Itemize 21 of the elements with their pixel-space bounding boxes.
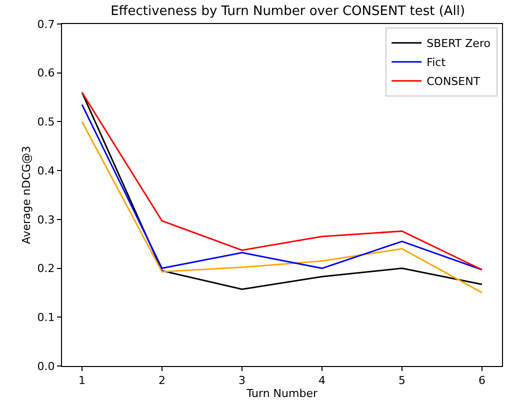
x-axis-title: Turn Number [245,387,318,400]
y-tick-label: 0.0 [37,360,55,373]
chart-title: Effectiveness by Turn Number over CONSENT test (All) [110,4,466,20]
x-tick-label: 4 [318,374,326,388]
x-tick-label: 6 [478,374,486,388]
y-tick-label: 0.7 [37,18,55,31]
y-tick-label: 0.4 [37,164,55,178]
x-tick-label: 3 [238,374,246,388]
legend-label: SBERT Zero [426,37,491,50]
y-tick-label: 0.3 [37,213,55,226]
y-tick-label: 0.1 [37,310,55,324]
legend-label: CONSENT [426,75,480,88]
legend-label: Fict [426,56,446,70]
y-tick-label: 0.5 [37,116,55,129]
line-series [81,120,483,294]
y-tick-label: 0.6 [37,66,55,80]
x-tick-label: 2 [158,374,166,388]
x-tick-label: 1 [78,374,86,388]
y-tick-label: 0.2 [37,262,55,276]
y-axis-title: Average nDCG@3 [20,146,33,244]
x-tick-label: 5 [398,374,406,388]
